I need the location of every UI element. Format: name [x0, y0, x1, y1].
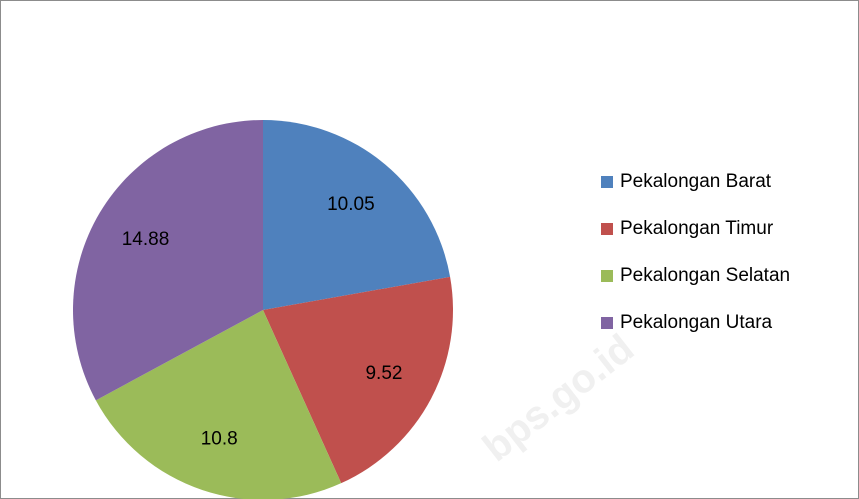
legend-swatch	[601, 223, 613, 235]
data-label: 10.05	[327, 194, 375, 215]
data-label: 10.8	[201, 429, 238, 450]
legend-label: Pekalongan Utara	[620, 312, 773, 333]
legend-label: Pekalongan Selatan	[620, 265, 790, 286]
legend-swatch	[601, 176, 613, 188]
pie-slice	[263, 120, 451, 310]
legend-swatch	[601, 317, 613, 329]
data-label: 14.88	[122, 229, 170, 250]
pie-slice	[72, 120, 264, 401]
data-label: 9.52	[365, 363, 402, 384]
pie-slice	[95, 310, 342, 499]
legend-label: Pekalongan Timur	[620, 218, 774, 239]
legend-swatch	[601, 270, 613, 282]
pie-slice	[263, 276, 453, 484]
legend-label: Pekalongan Barat	[620, 171, 772, 192]
